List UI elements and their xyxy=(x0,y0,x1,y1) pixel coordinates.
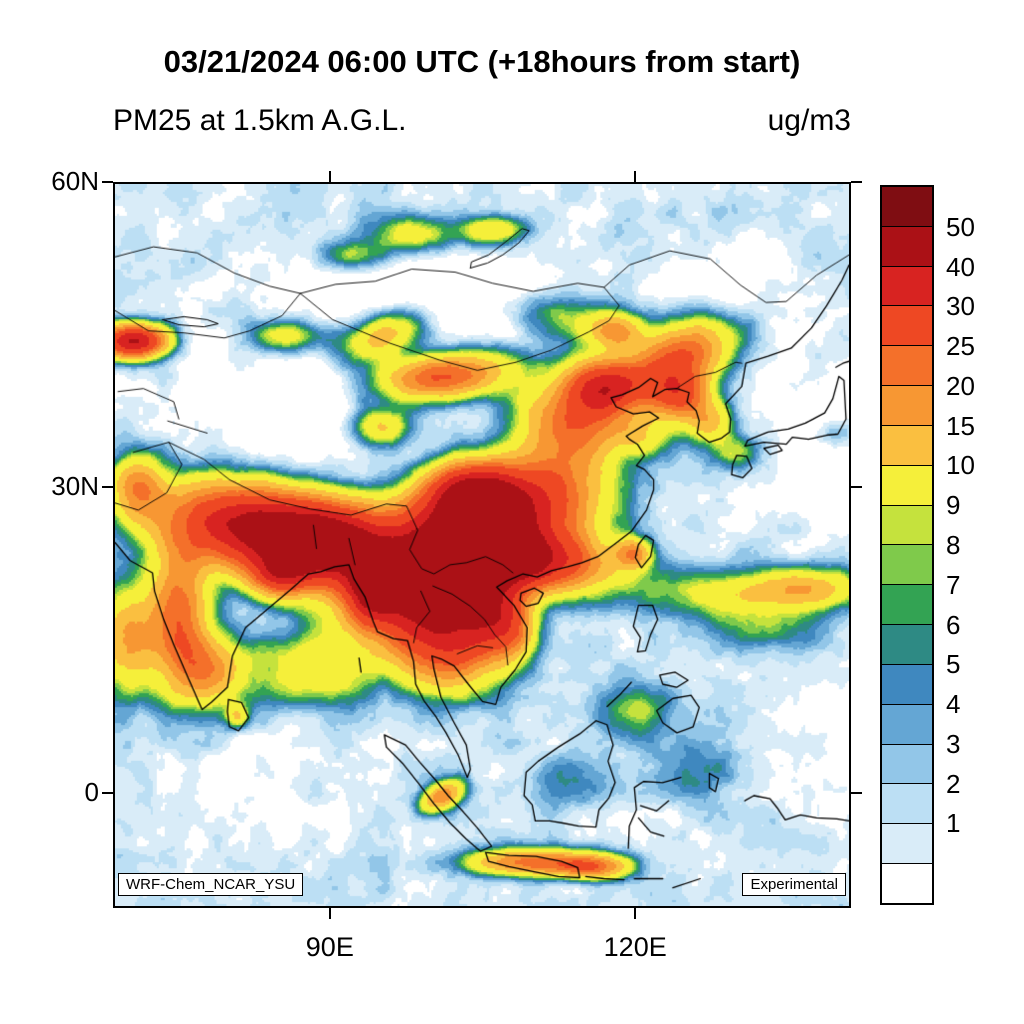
x-axis-label: 120E xyxy=(603,932,667,962)
colorbar xyxy=(880,185,934,905)
axis-tick xyxy=(102,486,113,489)
colorbar-cell xyxy=(882,544,932,585)
colorbar-tick-label: 50 xyxy=(946,211,975,242)
colorbar-tick-label: 5 xyxy=(946,649,961,680)
experimental-badge: Experimental xyxy=(742,873,846,896)
colorbar-cell xyxy=(882,783,932,824)
subtitle-row: PM25 at 1.5km A.G.L. ug/m3 xyxy=(113,104,851,138)
axis-tick xyxy=(102,791,113,794)
colorbar-cell xyxy=(882,624,932,664)
colorbar-cell xyxy=(882,265,932,306)
axis-tick xyxy=(851,181,862,183)
colorbar-cell xyxy=(882,187,932,226)
colorbar-cell xyxy=(882,225,932,266)
axis-tick xyxy=(851,791,862,794)
colorbar-tick-label: 10 xyxy=(946,450,975,481)
colorbar-cell xyxy=(882,863,932,903)
y-axis-label: 60N xyxy=(51,166,99,196)
colorbar-tick-label: 20 xyxy=(946,370,975,401)
colorbar-tick-label: 6 xyxy=(946,609,961,640)
colorbar-tick-label: 30 xyxy=(946,291,975,322)
colorbar-cell xyxy=(882,385,932,425)
plot-title: 03/21/2024 06:00 UTC (+18hours from star… xyxy=(163,44,801,79)
colorbar-labels: 50 40 30 25 20 15 10 9 8 7 6 5 4 3 2 1 xyxy=(946,185,1022,905)
colorbar-tick-label: 25 xyxy=(946,331,975,362)
colorbar-tick-label: 3 xyxy=(946,728,961,759)
colorbar-cell xyxy=(882,703,932,744)
colorbar-cell xyxy=(882,663,932,704)
colorbar-cell xyxy=(882,424,932,465)
colorbar-tick-label: 15 xyxy=(946,410,975,441)
colorbar-cell xyxy=(882,743,932,784)
colorbar-tick-label: 2 xyxy=(946,768,961,799)
colorbar-tick-label: 9 xyxy=(946,490,961,521)
axis-tick xyxy=(328,908,331,919)
y-axis-label: 0 xyxy=(84,776,99,807)
axis-tick xyxy=(328,171,331,182)
colorbar-tick-label: 8 xyxy=(946,530,961,560)
axis-tick xyxy=(102,181,113,183)
colorbar-tick-label: 7 xyxy=(946,569,961,600)
axis-tick xyxy=(634,908,637,919)
colorbar-cell xyxy=(882,584,932,625)
map-canvas xyxy=(115,184,849,906)
axis-tick xyxy=(634,171,637,182)
y-axis-label: 30N xyxy=(51,471,99,502)
colorbar-tick-label: 4 xyxy=(946,689,961,720)
colorbar-cell xyxy=(882,305,932,346)
colorbar-tick-label: 1 xyxy=(946,808,961,839)
colorbar-cell xyxy=(882,504,932,545)
colorbar-tick-label: 40 xyxy=(946,251,975,282)
colorbar-cell xyxy=(882,823,932,864)
x-axis-label: 90E xyxy=(305,932,354,962)
colorbar-cell xyxy=(882,345,932,386)
map-frame: WRF-Chem_NCAR_YSU Experimental xyxy=(113,182,851,908)
axis-tick xyxy=(851,486,862,489)
field-title: PM25 at 1.5km A.G.L. xyxy=(113,104,407,137)
model-credit-box: WRF-Chem_NCAR_YSU xyxy=(118,873,304,896)
colorbar-cell xyxy=(882,464,932,505)
units-label: ug/m3 xyxy=(767,104,851,137)
